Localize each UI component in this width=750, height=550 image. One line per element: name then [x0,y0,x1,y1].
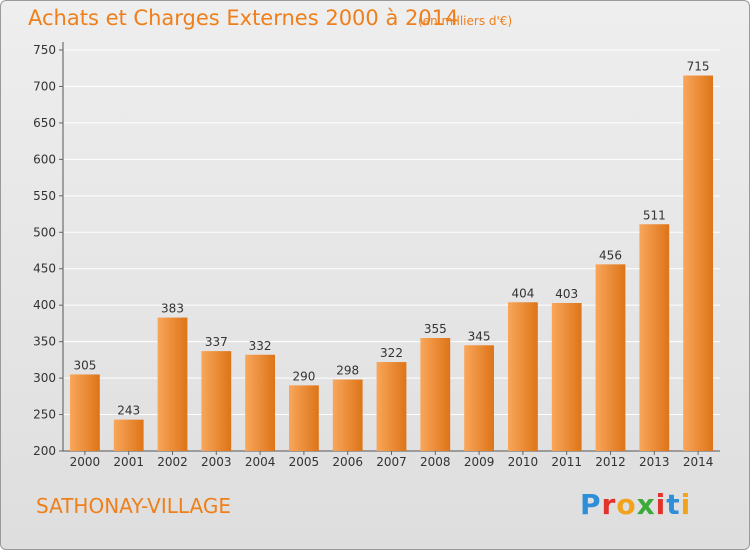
x-tick-label: 2012 [595,455,626,469]
data-label: 290 [292,369,315,383]
bar [595,264,626,451]
data-label: 404 [511,286,534,300]
y-tick-label: 250 [33,408,56,422]
x-tick-label: 2014 [683,455,714,469]
data-label: 298 [336,364,359,378]
x-tick-label: 2013 [639,455,670,469]
x-tick-label: 2001 [113,455,144,469]
x-tick-label: 2010 [508,455,539,469]
bar [332,379,363,451]
data-label: 345 [468,329,491,343]
y-tick-label: 750 [33,43,56,57]
bar [376,362,407,451]
y-tick-label: 500 [33,225,56,239]
bar [551,302,582,451]
bar [639,224,670,451]
x-tick-label: 2002 [157,455,188,469]
data-label: 332 [249,339,272,353]
bar [464,345,494,451]
logo-letter: o [616,488,637,521]
bar [508,302,538,451]
x-tick-label: 2000 [70,455,101,469]
bar [70,374,100,451]
logo-letter: i [680,488,692,521]
data-label: 337 [205,335,228,349]
bar [289,385,319,451]
y-tick-label: 350 [33,335,56,349]
y-tick-label: 450 [33,262,56,276]
logo-letter: i [655,488,667,521]
x-tick-label: 2003 [201,455,232,469]
data-label: 403 [555,287,578,301]
bar [157,317,188,451]
chart-title: Achats et Charges Externes 2000 à 2014 [28,6,459,30]
logo-letter: r [601,488,617,521]
bar [245,354,275,451]
y-tick-label: 650 [33,116,56,130]
data-label: 511 [643,208,666,222]
data-label: 456 [599,248,622,262]
x-tick-label: 2005 [289,455,320,469]
y-tick-label: 600 [33,152,56,166]
data-label: 305 [73,358,96,372]
chart-subtitle: (en milliers d'€) [418,14,513,28]
logo-letter: x [636,488,656,521]
city-name: SATHONAY-VILLAGE [36,494,231,518]
x-tick-label: 2004 [245,455,276,469]
logo-letter: P [580,488,602,521]
proxiti-logo: Proxiti [580,488,691,521]
bar [113,419,144,451]
data-label: 355 [424,322,447,336]
bar [201,351,232,451]
logo-letter: t [666,488,681,521]
y-tick-label: 700 [33,79,56,93]
y-tick-label: 550 [33,189,56,203]
bar [683,75,713,451]
x-tick-label: 2008 [420,455,451,469]
y-tick-label: 300 [33,371,56,385]
x-tick-label: 2011 [551,455,582,469]
bar [420,337,451,451]
data-label: 322 [380,346,403,360]
x-tick-label: 2007 [376,455,407,469]
data-label: 383 [161,302,184,316]
y-tick-label: 400 [33,298,56,312]
data-label: 715 [687,60,710,74]
x-tick-label: 2009 [464,455,495,469]
data-label: 243 [117,404,140,418]
x-tick-label: 2006 [332,455,363,469]
y-tick-label: 200 [33,444,56,458]
